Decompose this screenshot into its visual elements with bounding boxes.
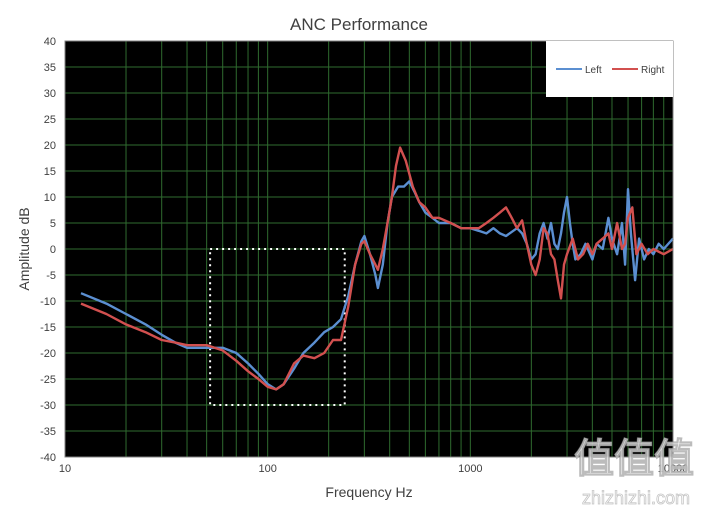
- y-tick-label: -5: [46, 270, 56, 282]
- y-tick-label: -20: [40, 348, 56, 360]
- y-tick-label: 30: [44, 88, 56, 100]
- legend-label-left: Left: [585, 65, 602, 76]
- y-tick-label: -40: [40, 452, 56, 464]
- y-tick-label: 40: [44, 36, 56, 48]
- y-tick-label: 20: [44, 140, 56, 152]
- x-tick-label: 100: [258, 463, 276, 475]
- x-axis-label: Frequency Hz: [325, 484, 412, 500]
- y-tick-label: 35: [44, 62, 56, 74]
- y-tick-label: -30: [40, 400, 56, 412]
- y-tick-label: -15: [40, 322, 56, 334]
- plot-border: [64, 40, 674, 458]
- y-axis-label: Amplitude dB: [16, 207, 32, 290]
- chart-title: ANC Performance: [290, 15, 428, 34]
- x-tick-label: 10000: [658, 463, 689, 475]
- series-line-right: [80, 146, 674, 391]
- y-axis-ticks: 40 35 30 25 20 15 10 5 0 -5 -10 -15 -20 -25 -30 -35 -40: [40, 36, 56, 464]
- y-tick-label: 10: [44, 192, 56, 204]
- watermark-site: zhizhizhi.com: [582, 488, 690, 508]
- y-tick-label: -35: [40, 426, 56, 438]
- y-tick-label: 0: [50, 244, 56, 256]
- series-group: [80, 146, 674, 391]
- x-tick-label: 1000: [458, 463, 482, 475]
- legend: Left Right: [546, 41, 673, 97]
- watermark: 值值值 zhizhizhi.com: [548, 428, 719, 521]
- x-axis-ticks: 10 100 1000 10000: [59, 463, 688, 475]
- y-tick-label: 5: [50, 218, 56, 230]
- y-tick-label: 25: [44, 114, 56, 126]
- y-tick-label: 15: [44, 166, 56, 178]
- highlight-box: [209, 248, 346, 406]
- watermark-logo: 值值值: [574, 437, 694, 481]
- y-tick-label: -10: [40, 296, 56, 308]
- x-tick-label: 10: [59, 463, 71, 475]
- y-tick-label: -25: [40, 374, 56, 386]
- legend-label-right: Right: [641, 65, 665, 76]
